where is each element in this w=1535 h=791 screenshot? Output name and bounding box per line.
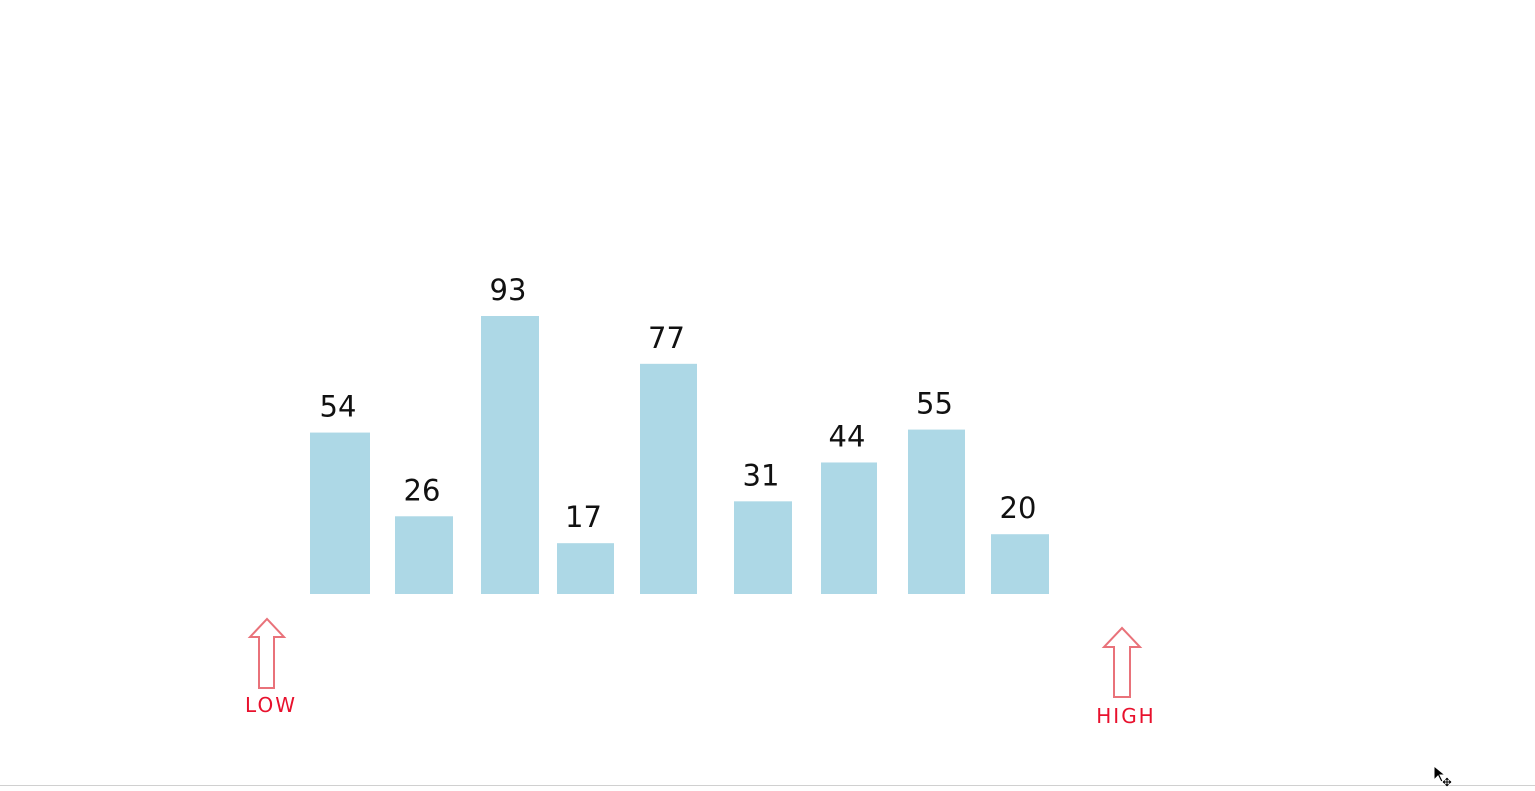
- up-arrow-icon: [247, 617, 287, 689]
- bar-value-label: 77: [648, 321, 685, 355]
- bars-layer: [310, 316, 1049, 594]
- up-arrow-icon: [1101, 626, 1143, 698]
- low-pointer: LOW: [245, 617, 297, 717]
- bar-value-label: 20: [1000, 491, 1037, 525]
- bar: [310, 432, 370, 594]
- bar-value-label: 55: [916, 387, 953, 421]
- bottom-divider: [0, 785, 1535, 786]
- bar-value-label: 26: [404, 473, 441, 507]
- bar-value-label: 44: [829, 419, 866, 453]
- bar-value-label: 17: [565, 500, 602, 534]
- bar-labels-layer: 54 26 93 17 77 31 44 55 20: [320, 273, 1037, 534]
- move-cursor-icon: [1433, 764, 1453, 791]
- bar: [395, 516, 453, 594]
- bar-value-label: 31: [743, 458, 780, 492]
- bar: [557, 543, 614, 594]
- bar: [821, 462, 877, 594]
- bar: [640, 363, 697, 594]
- bar: [734, 501, 792, 594]
- high-pointer: HIGH: [1096, 626, 1155, 728]
- bar-value-label: 54: [320, 390, 357, 424]
- bar: [991, 534, 1049, 594]
- bar: [481, 316, 539, 594]
- bar: [908, 429, 965, 594]
- high-pointer-label: HIGH: [1096, 704, 1155, 728]
- bar-value-label: 93: [490, 273, 527, 307]
- low-pointer-label: LOW: [245, 693, 297, 717]
